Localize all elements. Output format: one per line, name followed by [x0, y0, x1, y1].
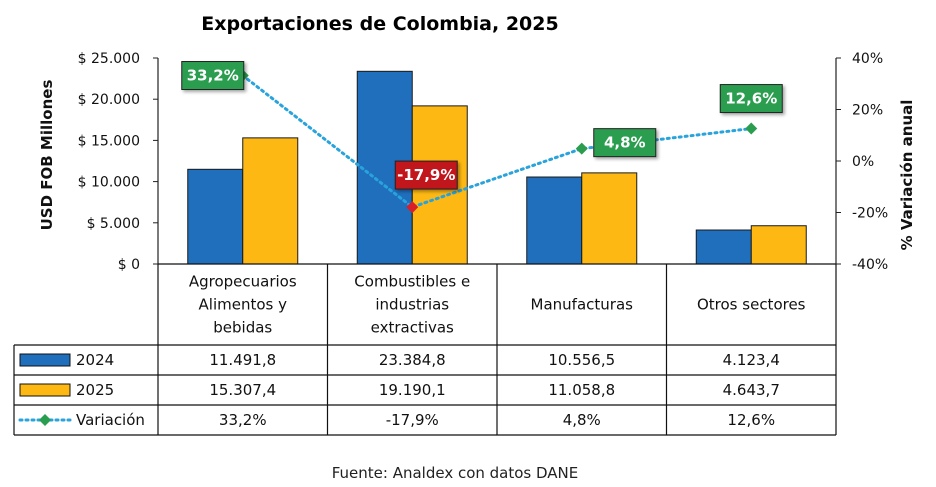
variation-path	[241, 74, 753, 209]
bar-2024-0	[187, 168, 244, 265]
y-tick-label: $ 20.000	[78, 92, 140, 108]
variation-badge-label-0: 33,2%	[187, 67, 239, 85]
source-note: Fuente: Analdex con datos DANE	[332, 464, 579, 482]
variation-badge-label-3: 12,6%	[725, 90, 777, 108]
y-tick-label: $ 5.000	[87, 216, 140, 232]
variation-badge-label-1: -17,9%	[397, 166, 455, 184]
bar-2025-3	[750, 225, 807, 265]
data-table: Agropecuarios Alimentos y bebidas Combustib…	[13, 263, 837, 436]
y2-tick-label: -40%	[852, 257, 888, 273]
legend-label: 2025	[76, 381, 114, 399]
table-cell: 11.491,8	[209, 351, 276, 369]
bars	[187, 70, 807, 265]
table-cell: 23.384,8	[379, 351, 446, 369]
axes	[157, 58, 837, 264]
category-label: Alimentos y	[199, 296, 288, 314]
variation-marker-1	[406, 201, 419, 214]
table-cell: 19.190,1	[379, 381, 446, 399]
table-cell: 4.643,7	[723, 381, 780, 399]
table-cell: 4.123,4	[723, 351, 780, 369]
variation-badge-2	[593, 128, 657, 158]
y-tick-label: $ 15.000	[78, 133, 140, 149]
variation-marker-2	[575, 142, 588, 155]
chart-title: Exportaciones de Colombia, 2025	[201, 13, 558, 35]
variation-badge-1	[394, 160, 458, 190]
table-cell: -17,9%	[386, 411, 439, 429]
legend-label: 2024	[76, 351, 114, 369]
bar-2025-0	[242, 137, 299, 265]
y2-axis-ticks: -40% -20% 0% 20% 40%	[836, 51, 888, 273]
variation-marker-3	[745, 122, 758, 135]
y2-tick-label: 20%	[852, 103, 883, 119]
table-cell: 12,6%	[727, 411, 775, 429]
category-label: Agropecuarios	[189, 273, 297, 291]
bar-2024-3	[695, 229, 752, 265]
variation-badge-label-2: 4,8%	[604, 134, 646, 152]
table-cell: 4,8%	[563, 411, 601, 429]
category-label: Combustibles e	[354, 273, 470, 291]
y-tick-label: $ 25.000	[78, 51, 140, 67]
y2-tick-label: 40%	[852, 51, 883, 67]
legend-swatch-2024	[19, 353, 71, 367]
bar-2024-2	[526, 176, 583, 265]
table-cell: 10.556,5	[548, 351, 615, 369]
legend-swatch-2025	[19, 383, 71, 397]
category-label: Manufacturas	[531, 296, 634, 314]
y2-axis-label: % Variación anual	[898, 100, 916, 251]
category-label: bebidas	[213, 319, 272, 337]
variation-badge-3	[719, 84, 783, 114]
variation-badges: 33,2% -17,9% 4,8% 12,6%	[181, 61, 783, 190]
legend-label: Variación	[76, 411, 145, 429]
y2-tick-label: -20%	[852, 206, 888, 222]
table-cell: 11.058,8	[548, 381, 615, 399]
bar-2025-2	[581, 172, 638, 265]
y-tick-label: $ 0	[118, 257, 140, 273]
variation-line	[236, 69, 758, 214]
category-label: Otros sectores	[697, 296, 806, 314]
variation-badge-0	[181, 61, 245, 91]
table-cell: 15.307,4	[209, 381, 276, 399]
legend-swatch-marker	[39, 414, 51, 426]
y-axis-label: USD FOB Millones	[38, 80, 56, 231]
category-label: industrias	[375, 296, 449, 314]
table-cell: 33,2%	[219, 411, 267, 429]
category-label: extractivas	[371, 319, 454, 337]
y2-tick-label: 0%	[852, 154, 874, 170]
y-tick-label: $ 10.000	[78, 175, 140, 191]
y-axis-ticks: $ 0 $ 5.000 $ 10.000 $ 15.000 $ 20.000 $ 25.0…	[78, 51, 158, 273]
